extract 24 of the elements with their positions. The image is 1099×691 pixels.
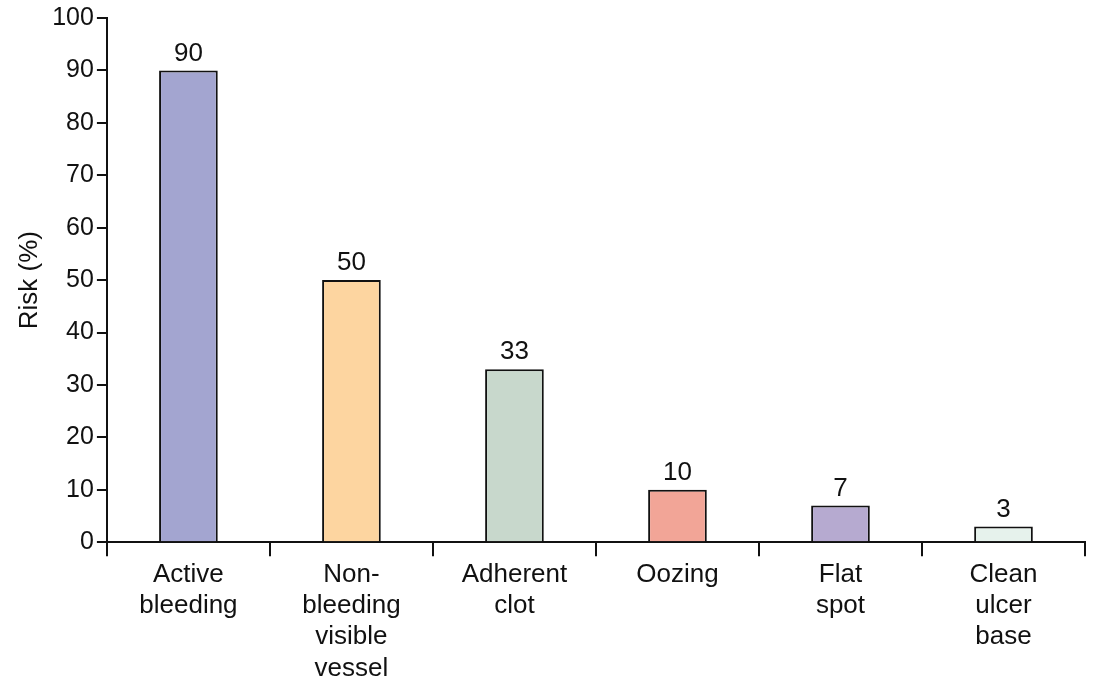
x-tick-label: Active bleeding	[139, 557, 238, 620]
y-tick-label: 90	[66, 54, 94, 83]
y-tick-label: 60	[66, 211, 94, 240]
data-label: 33	[499, 335, 529, 366]
data-label: 90	[173, 36, 203, 67]
y-tick-label: 30	[66, 368, 94, 397]
data-label: 3	[996, 492, 1011, 523]
y-tick-label: 80	[66, 106, 94, 135]
y-tick-label: 70	[66, 159, 94, 188]
x-tick-label: Flat spot	[815, 557, 866, 620]
y-tick-label: 10	[66, 473, 94, 502]
y-tick-label: 100	[52, 1, 94, 30]
y-tick-label: 50	[66, 263, 94, 292]
x-tick-label: Adherent clot	[461, 557, 568, 620]
y-tick-label: 0	[80, 526, 94, 555]
y-tick-label: 40	[66, 316, 94, 345]
y-axis-title: Risk (%)	[12, 230, 43, 330]
data-label: 10	[663, 455, 692, 486]
data-label: 50	[336, 246, 366, 277]
x-tick-label: Clean ulcer base	[969, 557, 1038, 651]
x-tick-label: Non-bleeding visible vessel	[302, 557, 401, 682]
x-tick-label: Oozing	[636, 557, 719, 588]
y-tick-label: 20	[66, 421, 94, 450]
data-label: 7	[833, 471, 848, 502]
